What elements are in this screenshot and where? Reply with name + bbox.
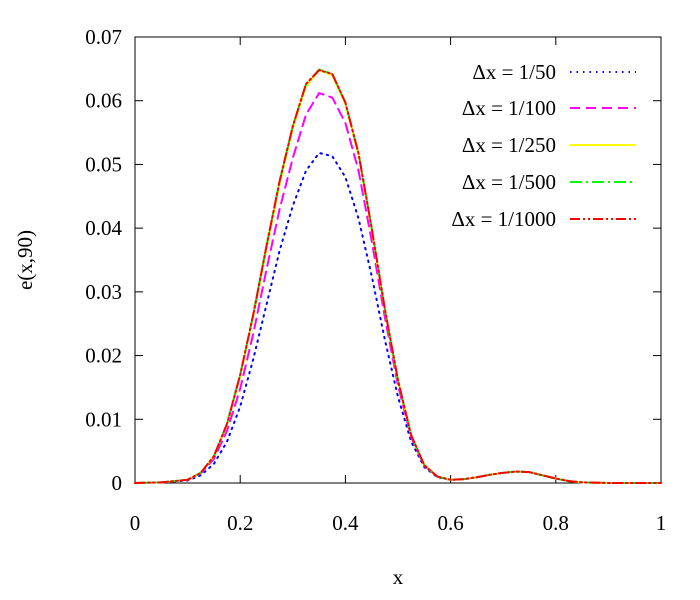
axis-tick-labels: 0 0.2 0.4 0.6 0.8 1 0 0.01 0.02 0.03 0.04 0.05 0.06 0… xyxy=(85,25,666,535)
series-line-4 xyxy=(134,69,662,484)
x-tick-label: 0.8 xyxy=(543,511,569,535)
series-line-3 xyxy=(134,68,662,484)
y-tick-label: 0.04 xyxy=(85,216,122,240)
x-axis-title: x xyxy=(393,565,404,589)
legend-label: Δx = 1/100 xyxy=(462,96,556,120)
y-tick-label: 0.03 xyxy=(85,280,122,304)
y-tick-label: 0.07 xyxy=(85,25,122,49)
x-tick-label: 0.2 xyxy=(227,511,253,535)
y-tick-label: 0.01 xyxy=(85,407,122,431)
x-tick-label: 0.4 xyxy=(332,511,359,535)
y-tick-label: 0.02 xyxy=(85,344,122,368)
legend-label: Δx = 1/1000 xyxy=(451,207,556,231)
y-tick-label: 0 xyxy=(112,471,123,495)
legend-label: Δx = 1/250 xyxy=(462,133,556,157)
y-tick-label: 0.05 xyxy=(85,152,122,176)
series-line-0 xyxy=(134,151,662,484)
series-lines xyxy=(134,68,662,484)
y-tick-label: 0.06 xyxy=(85,89,122,113)
x-tick-label: 0 xyxy=(130,511,141,535)
y-axis-title: e(x,90) xyxy=(13,230,37,290)
legend: Δx = 1/50 Δx = 1/100 Δx = 1/250 Δx = 1/500 Δ… xyxy=(451,60,636,231)
series-line-1 xyxy=(134,92,662,484)
legend-label: Δx = 1/50 xyxy=(472,60,556,84)
axis-ticks xyxy=(134,36,662,484)
plot-frame xyxy=(134,36,662,484)
x-tick-label: 1 xyxy=(656,511,667,535)
legend-label: Δx = 1/500 xyxy=(462,170,556,194)
series-line-2 xyxy=(134,69,662,484)
x-tick-label: 0.6 xyxy=(437,511,463,535)
